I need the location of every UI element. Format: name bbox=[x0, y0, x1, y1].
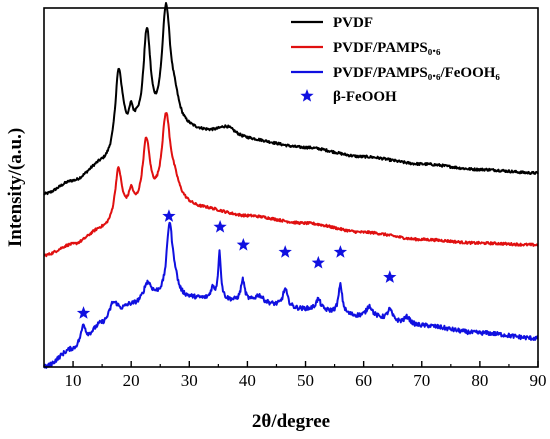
legend-label-2: PVDF/PAMPS₀.₆ bbox=[333, 40, 441, 56]
legend-label-1: PVDF bbox=[333, 15, 373, 31]
x-tick-label-50: 50 bbox=[297, 371, 314, 390]
plot-frame bbox=[43, 7, 539, 368]
beta-feooh-marker-4 bbox=[236, 237, 250, 251]
x-tick-label-80: 80 bbox=[471, 371, 488, 390]
legend: PVDF PVDF/PAMPS₀.₆ PVDF/PAMPS₀.₆/FeOOH₆ β-F… bbox=[291, 15, 500, 105]
x-axis-ticks: 10 20 30 40 50 60 70 80 90 bbox=[65, 361, 547, 390]
beta-feooh-marker-3 bbox=[213, 219, 227, 233]
x-tick-label-90: 90 bbox=[530, 371, 547, 390]
beta-feooh-marker-1 bbox=[76, 306, 91, 319]
y-axis-label: Intensity/(a.u.) bbox=[5, 128, 26, 247]
legend-label-markers: β-FeOOH bbox=[333, 89, 397, 105]
marker-layer bbox=[76, 209, 397, 319]
x-tick-label-30: 30 bbox=[181, 371, 198, 390]
legend-star-marker bbox=[300, 89, 314, 102]
curves-layer bbox=[43, 2, 539, 369]
x-tick-label-10: 10 bbox=[65, 371, 82, 390]
beta-feooh-marker-7 bbox=[333, 245, 348, 258]
legend-label-3: PVDF/PAMPS₀.₆/FeOOH₆ bbox=[333, 65, 500, 81]
x-tick-label-70: 70 bbox=[413, 371, 430, 390]
x-axis-label: 2θ/degree bbox=[252, 411, 330, 432]
series-line-3 bbox=[43, 221, 539, 369]
beta-feooh-marker-6 bbox=[311, 255, 325, 269]
x-tick-label-60: 60 bbox=[355, 371, 372, 390]
series-line-1 bbox=[43, 2, 539, 196]
beta-feooh-marker-8 bbox=[383, 270, 397, 283]
x-tick-label-40: 40 bbox=[239, 371, 256, 390]
beta-feooh-marker-2 bbox=[162, 209, 176, 222]
series-line-2 bbox=[43, 112, 539, 258]
beta-feooh-marker-5 bbox=[278, 245, 292, 258]
x-tick-label-20: 20 bbox=[123, 371, 140, 390]
